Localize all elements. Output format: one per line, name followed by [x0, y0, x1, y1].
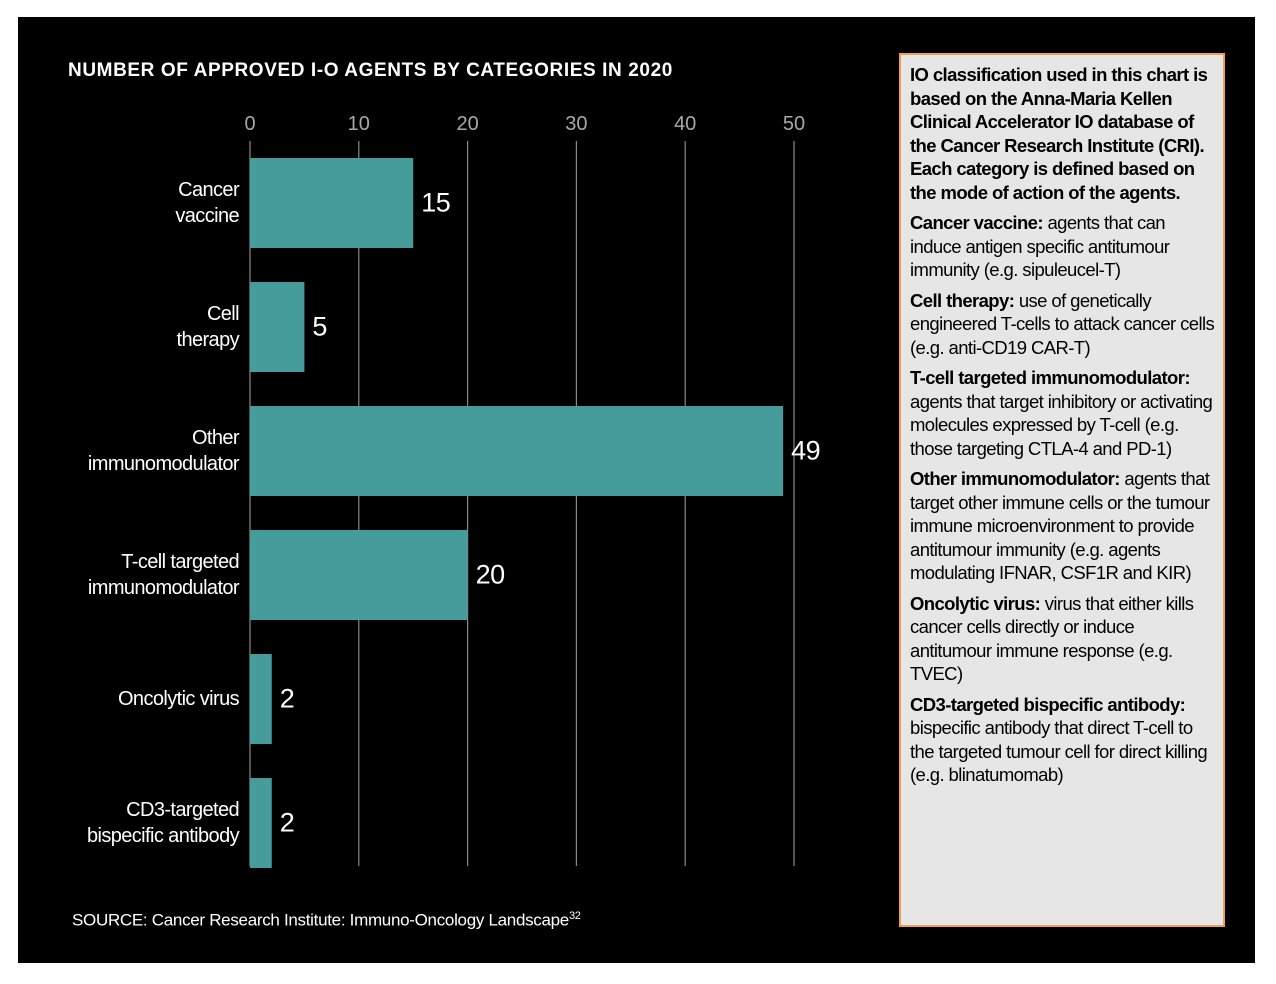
category-label: CD3-targeted bispecific antibody — [86, 799, 240, 847]
x-tick-label: 10 — [347, 113, 370, 135]
x-tick-label: 30 — [565, 113, 588, 135]
category-label: Other immunomodulator — [87, 427, 240, 475]
definition: Cancer vaccine: agents that can induce a… — [910, 211, 1215, 282]
definition: Other immunomodulator: agents that targe… — [910, 467, 1215, 585]
bar — [250, 530, 468, 620]
bar — [250, 778, 272, 868]
value-label: 15 — [421, 187, 451, 218]
panel-intro: IO classification used in this chart is … — [910, 64, 1208, 203]
category-label: T-cell targeted immunomodulator — [87, 551, 240, 599]
definition-text: agents that target inhibitory or activat… — [910, 390, 1213, 459]
definition-text: agents that target other immune cells or… — [910, 468, 1210, 583]
definition-text: agents that can induce antigen specific … — [910, 212, 1170, 280]
x-tick-label: 50 — [782, 113, 806, 135]
value-label: 5 — [312, 311, 327, 342]
definition-term: Other immunomodulator: — [910, 468, 1120, 489]
definition-term: T-cell targeted immunomodulator: — [910, 367, 1191, 388]
x-tick-label: 20 — [456, 113, 479, 135]
definition-term: Cell therapy: — [910, 289, 1015, 311]
definition: Cell therapy: use of genetically enginee… — [910, 289, 1215, 360]
definition: CD3-targeted bispecific antibody: bispec… — [910, 693, 1215, 787]
source-ref: 32 — [568, 910, 581, 922]
category-label: Oncolytic virus — [117, 688, 240, 710]
definition-text: virus that either kills cancer cells dir… — [910, 592, 1194, 685]
info-panel: IO classification used in this chart is … — [899, 53, 1225, 927]
definition: Oncolytic virus: virus that either kills… — [910, 592, 1215, 686]
source-text: SOURCE: Cancer Research Institute: Immun… — [72, 910, 569, 930]
value-label: 2 — [279, 683, 295, 714]
value-label: 2 — [279, 807, 295, 838]
x-tick-label: 40 — [674, 113, 697, 135]
definition: T-cell targeted immunomodulator: agents … — [910, 366, 1215, 460]
value-label: 49 — [791, 435, 821, 466]
bar — [250, 282, 305, 372]
bar — [250, 406, 784, 496]
bar — [250, 654, 272, 744]
category-label: Cancer vaccine — [175, 179, 239, 227]
value-label: 20 — [475, 559, 506, 590]
definition-text: use of genetically engineered T-cells to… — [910, 289, 1215, 358]
chart-title: NUMBER OF APPROVED I-O AGENTS BY CATEGOR… — [68, 60, 673, 81]
definition-term: Oncolytic virus: — [910, 592, 1041, 614]
bar — [250, 158, 414, 248]
x-tick-label: 0 — [244, 113, 256, 135]
source-note: SOURCE: Cancer Research Institute: Immun… — [72, 910, 581, 931]
definition-text: bispecific antibody that direct T-cell t… — [910, 717, 1208, 785]
definition-term: CD3-targeted bispecific antibody: — [910, 693, 1186, 715]
category-label: Cell therapy — [176, 303, 239, 351]
definition-term: Cancer vaccine: — [910, 212, 1044, 233]
